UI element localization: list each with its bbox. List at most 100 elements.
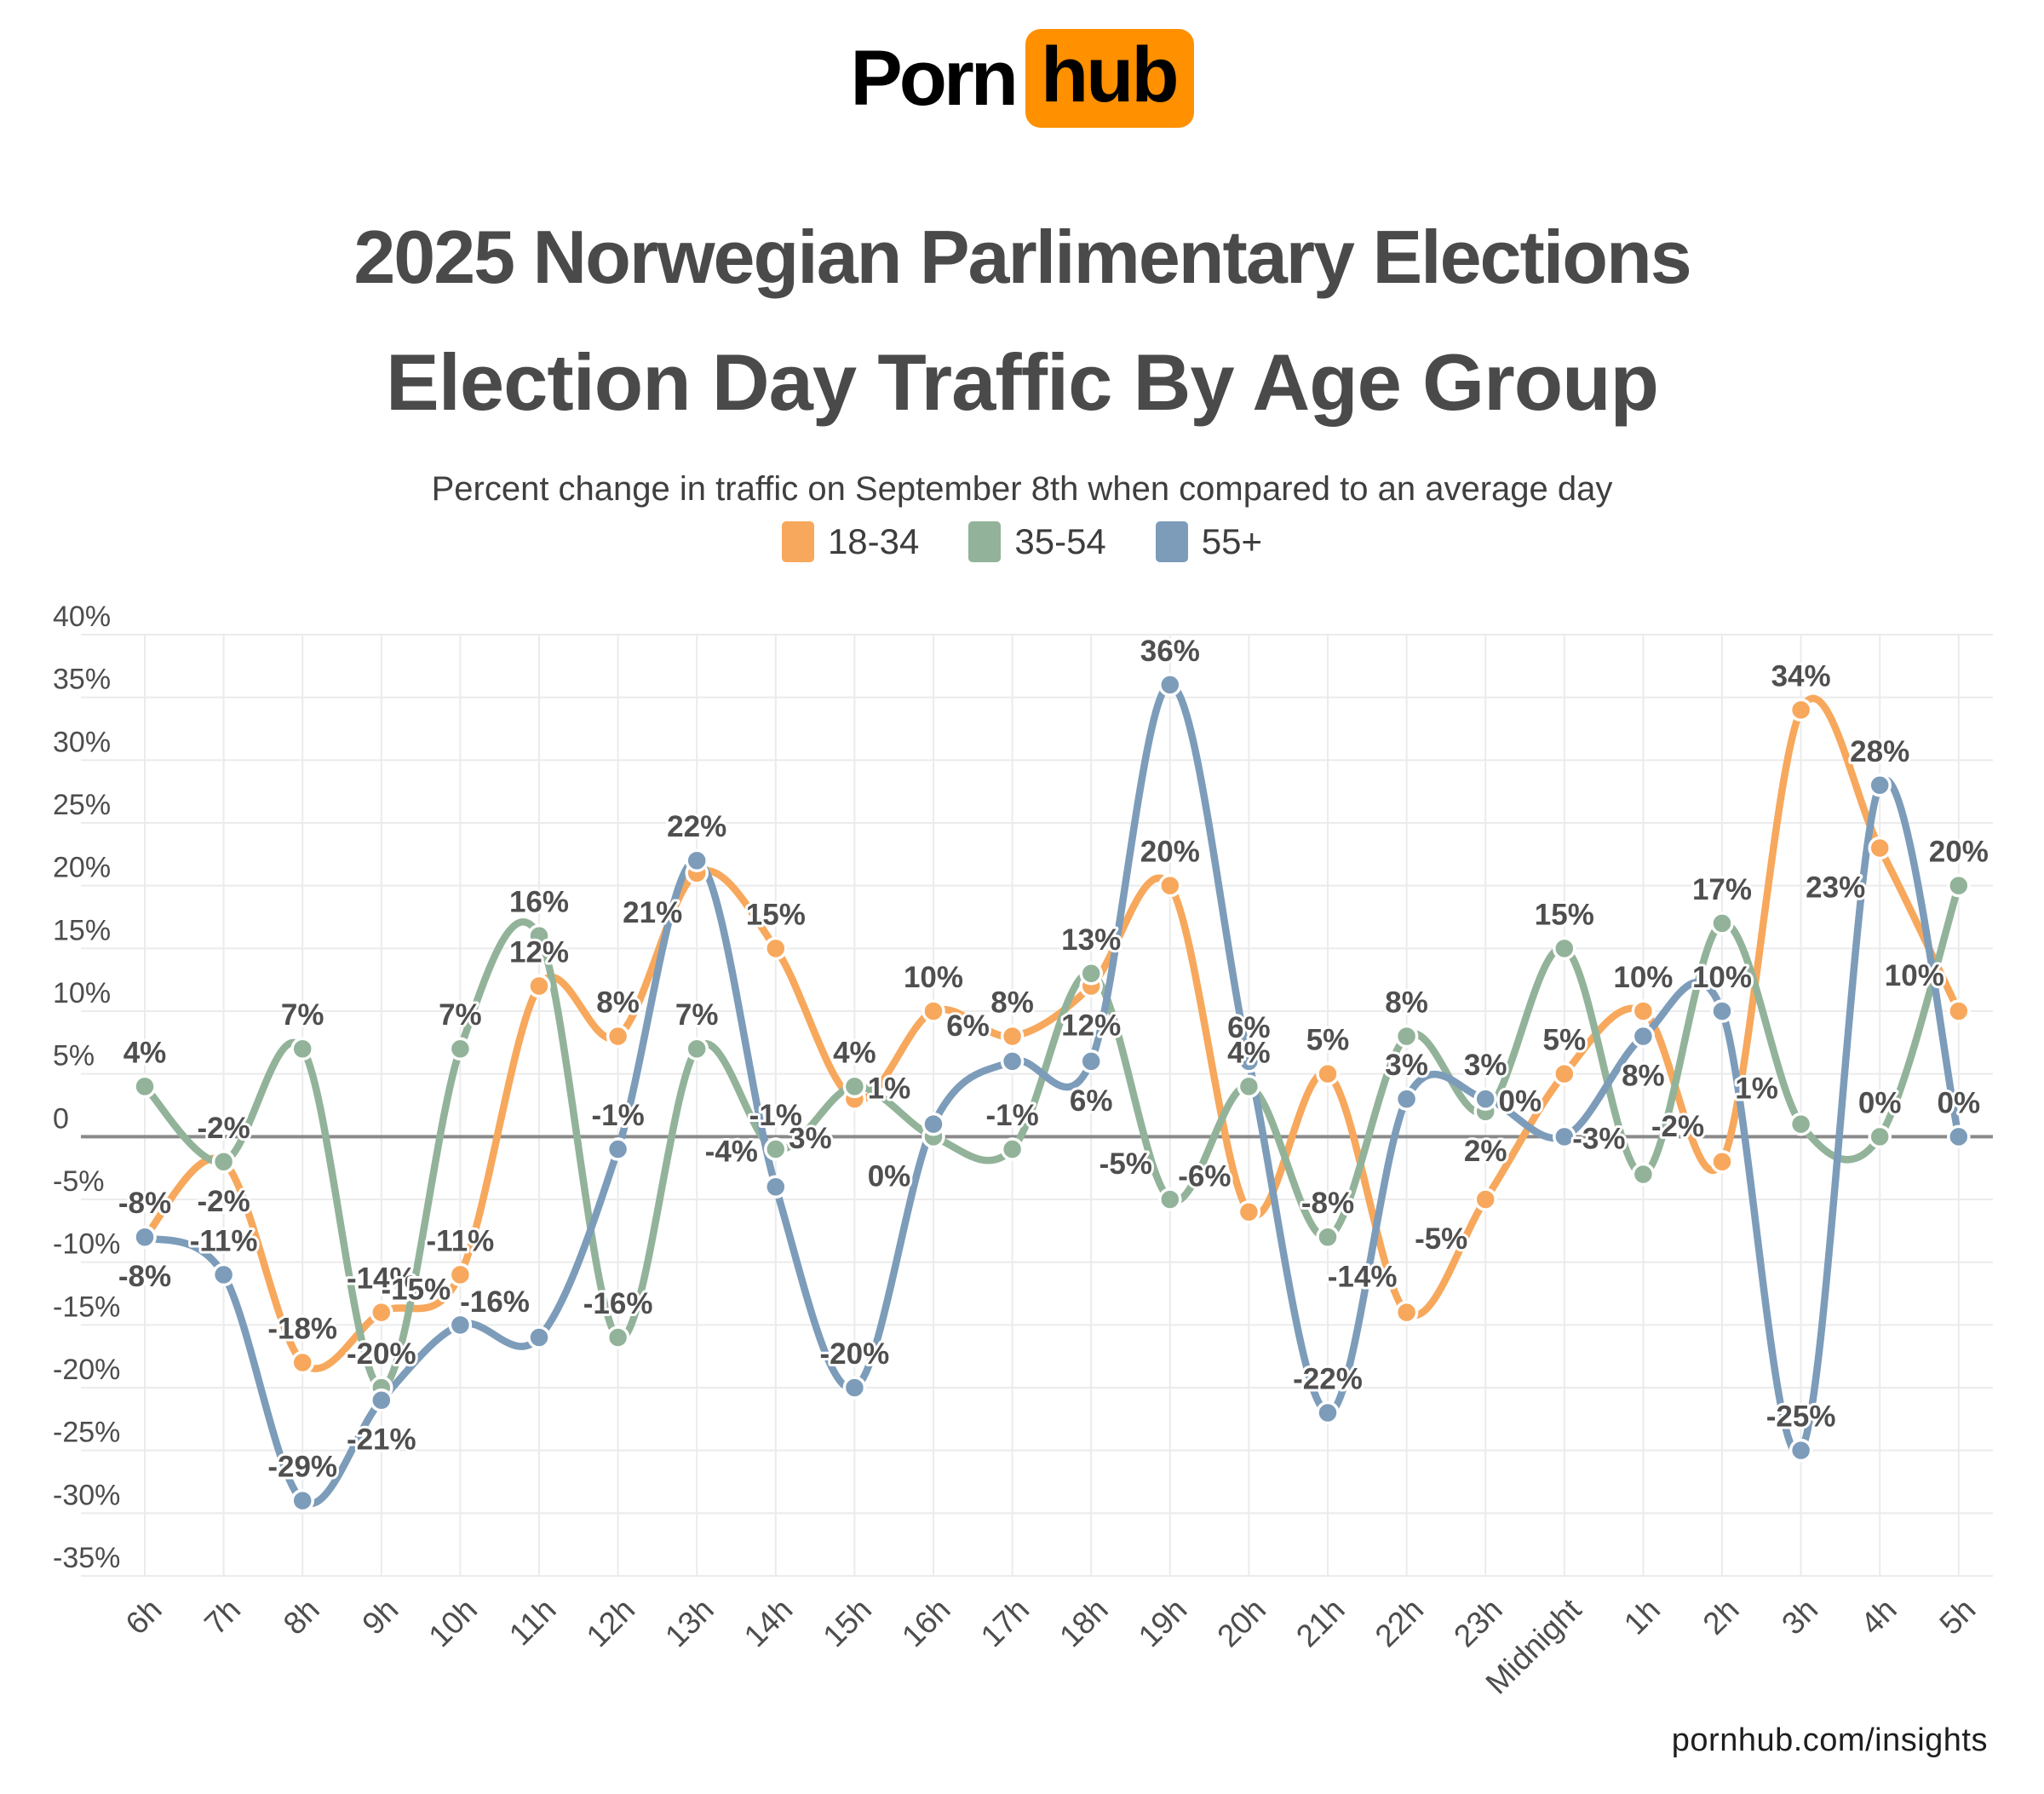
point-label-55--9h: -21% <box>347 1423 416 1457</box>
point-18-34-2h <box>1710 1150 1734 1174</box>
point-35-54-15h <box>842 1074 867 1099</box>
point-label-55--7h: -11% <box>190 1224 258 1257</box>
x-tick-label: 15h <box>816 1592 878 1654</box>
point-35-54-10h <box>448 1037 473 1061</box>
legend-item-18-34: 18-34 <box>781 521 920 562</box>
point-label-55--17h: 6% <box>946 1009 990 1043</box>
point-55--midnight <box>1553 1124 1576 1149</box>
point-label-35-54-17h: -1% <box>985 1099 1038 1132</box>
y-tick-label: 25% <box>53 789 111 821</box>
point-35-54-12h <box>606 1325 630 1349</box>
x-tick-label: 13h <box>658 1592 721 1654</box>
point-35-54-19h <box>1158 1187 1182 1211</box>
point-18-34-16h <box>922 999 945 1023</box>
point-label-18-34-22h: -14% <box>1328 1261 1398 1294</box>
point-label-55--10h: -15% <box>382 1273 451 1306</box>
point-18-34-5h <box>1947 999 1971 1023</box>
point-label-55--midnight: 0% <box>1499 1084 1542 1118</box>
point-35-54-21h <box>1316 1225 1340 1249</box>
point-label-18-34-11h: 12% <box>509 936 569 969</box>
point-18-34-1h <box>1631 999 1656 1023</box>
point-label-18-34-5h: 10% <box>1885 959 1944 992</box>
point-18-34-19h <box>1158 873 1182 898</box>
point-label-35-54-14h: -1% <box>749 1099 802 1132</box>
legend-label: 55+ <box>1201 521 1263 561</box>
y-tick-label: 10% <box>53 977 111 1009</box>
point-label-55--12h: -1% <box>591 1099 644 1132</box>
point-label-35-54-15h: 4% <box>833 1036 876 1069</box>
point-label-55--18h: 6% <box>1070 1084 1113 1118</box>
point-18-34-3h <box>1788 698 1813 722</box>
legend-swatch <box>781 521 814 562</box>
series-line-35-54 <box>141 882 1963 1392</box>
x-tick-label: 5h <box>1932 1592 1982 1642</box>
point-55--9h <box>370 1388 393 1412</box>
point-55--19h <box>1158 673 1182 697</box>
line-chart: 40%35%30%25%20%15%10%5%0-5%-10%-15%-20%-… <box>53 601 1993 1701</box>
y-tick-label: -25% <box>53 1417 120 1449</box>
chart-title: Election Day Traffic By Age Group <box>386 337 1659 427</box>
x-tick-label: 19h <box>1132 1592 1194 1654</box>
point-55--16h <box>922 1112 945 1136</box>
point-label-18-34-13h: 21% <box>623 896 682 929</box>
point-label-35-54-10h: 7% <box>439 998 482 1032</box>
point-label-18-34-8h: -18% <box>267 1313 337 1346</box>
point-label-35-54-6h: 4% <box>123 1036 167 1069</box>
point-18-34-21h <box>1316 1061 1340 1086</box>
point-label-35-54-1h: -3% <box>1572 1123 1625 1156</box>
point-label-35-54-18h: 13% <box>1061 923 1121 957</box>
point-18-34-12h <box>606 1024 630 1049</box>
x-tick-label: 22h <box>1369 1592 1431 1654</box>
point-label-35-54-16h: 0% <box>868 1159 911 1193</box>
point-35-54-14h <box>764 1137 788 1161</box>
y-tick-label: -15% <box>53 1291 120 1323</box>
point-label-35-54-7h: -2% <box>197 1112 250 1145</box>
point-35-54-11h <box>527 923 551 948</box>
y-tick-label: 30% <box>53 726 111 758</box>
x-tick-label: 21h <box>1289 1592 1352 1654</box>
point-35-54-2h <box>1710 911 1734 935</box>
y-tick-label: 35% <box>53 664 111 696</box>
y-tick-label: -20% <box>53 1354 120 1386</box>
point-35-54-13h <box>685 1037 709 1061</box>
point-label-35-54-9h: -20% <box>347 1337 416 1371</box>
point-label-35-54-19h: -5% <box>1100 1147 1152 1181</box>
point-35-54-7h <box>211 1150 236 1174</box>
point-label-35-54-22h: 8% <box>1385 986 1428 1019</box>
point-label-55--11h: -16% <box>460 1285 530 1319</box>
point-35-54-1h <box>1631 1162 1656 1187</box>
x-tick-label: 10h <box>422 1592 484 1654</box>
point-55--13h <box>685 848 709 872</box>
point-label-18-34-4h: 23% <box>1806 871 1865 904</box>
point-label-35-54-5h: 20% <box>1929 836 1989 869</box>
x-tick-label: 1h <box>1617 1592 1667 1642</box>
point-55--20h <box>1237 1049 1261 1073</box>
legend-swatch <box>968 521 1002 562</box>
x-tick-label: 14h <box>738 1592 800 1654</box>
y-tick-label: 0 <box>53 1102 69 1135</box>
x-tick-label: 12h <box>580 1592 642 1654</box>
point-55--7h <box>211 1262 236 1287</box>
point-label-18-34-6h: -8% <box>118 1187 171 1220</box>
y-tick-label: -10% <box>53 1228 120 1261</box>
y-tick-label: 40% <box>53 601 111 633</box>
point-label-18-34-23h: -5% <box>1415 1222 1467 1256</box>
point-label-55--1h: 8% <box>1622 1059 1665 1092</box>
y-tick-label: 5% <box>53 1040 95 1072</box>
point-35-54-3h <box>1788 1112 1813 1136</box>
legend-item-35-54: 35-54 <box>968 521 1106 562</box>
legend-label: 18-34 <box>827 521 920 561</box>
point-label-18-34-midnight: 5% <box>1543 1024 1587 1057</box>
y-tick-label: 20% <box>53 852 111 884</box>
point-label-18-34-21h: 5% <box>1306 1024 1350 1057</box>
point-18-34-10h <box>448 1262 473 1287</box>
footer-url: pornhub.com/insights <box>1671 1722 1988 1758</box>
point-55--17h <box>1000 1049 1025 1073</box>
point-label-55--23h: 3% <box>1464 1049 1507 1082</box>
point-35-54-20h <box>1237 1074 1261 1099</box>
point-label-18-34-16h: 10% <box>904 961 963 994</box>
point-18-34-9h <box>370 1300 393 1325</box>
x-tick-label: 17h <box>974 1592 1036 1654</box>
x-tick-label: 18h <box>1053 1592 1115 1654</box>
point-55--23h <box>1473 1087 1497 1111</box>
